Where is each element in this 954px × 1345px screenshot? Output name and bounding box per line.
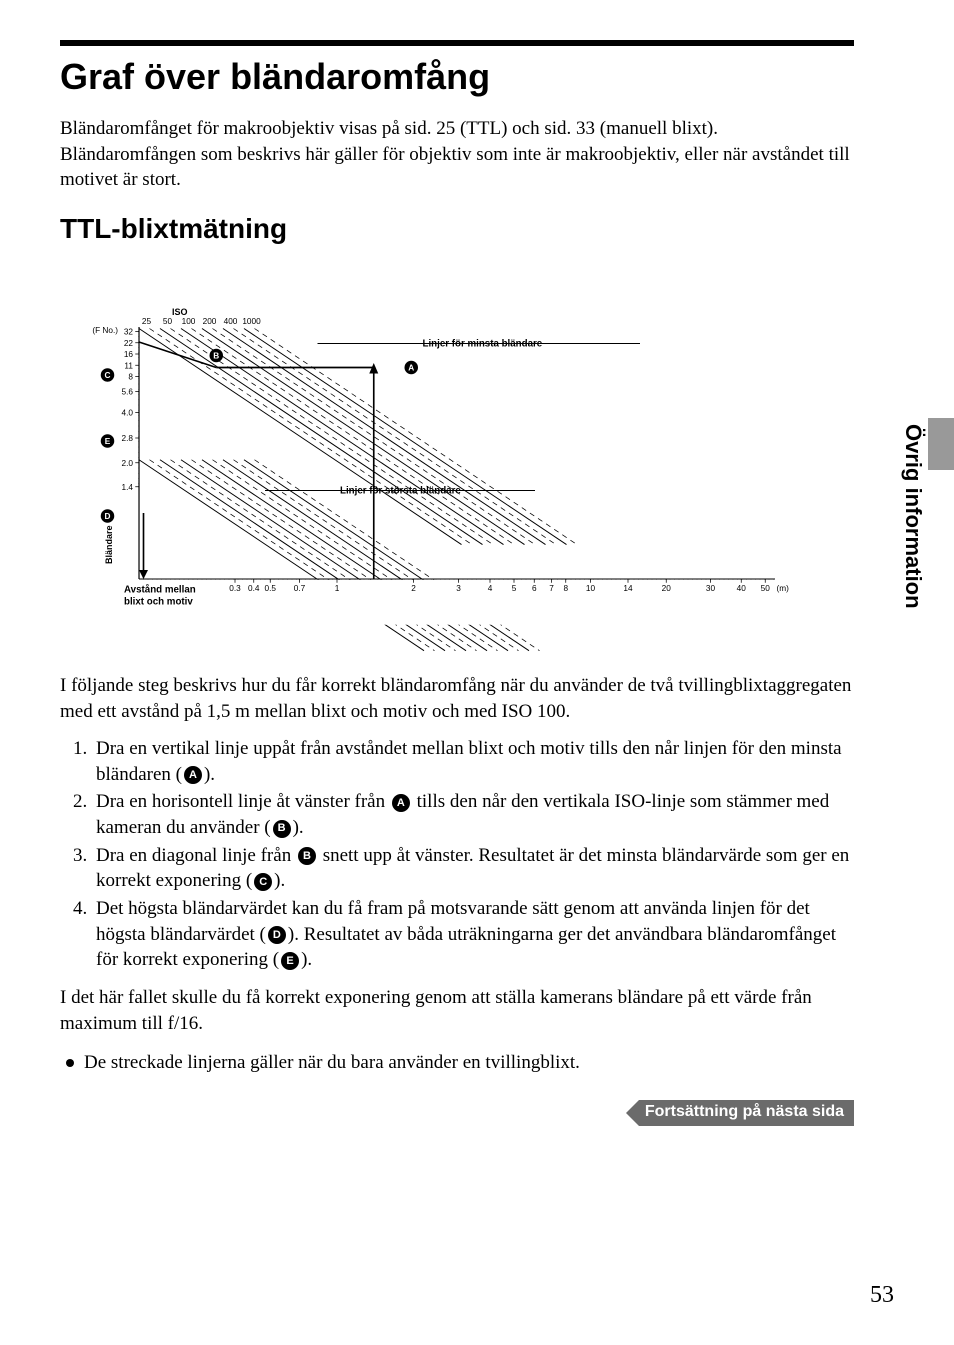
svg-text:22: 22 bbox=[124, 339, 134, 348]
svg-text:D: D bbox=[105, 512, 111, 521]
svg-text:ISO: ISO bbox=[172, 307, 188, 317]
svg-text:10: 10 bbox=[586, 584, 596, 593]
svg-text:1.4: 1.4 bbox=[122, 483, 134, 492]
svg-text:1: 1 bbox=[335, 584, 340, 593]
svg-text:(F No.): (F No.) bbox=[92, 326, 118, 335]
svg-text:4: 4 bbox=[488, 584, 493, 593]
svg-text:2.0: 2.0 bbox=[122, 459, 134, 468]
page-number: 53 bbox=[870, 1282, 894, 1309]
svg-text:7: 7 bbox=[549, 584, 554, 593]
svg-text:0.3: 0.3 bbox=[229, 584, 241, 593]
continuation-banner: Fortsättning på nästa sida bbox=[60, 1100, 854, 1126]
svg-text:25: 25 bbox=[142, 317, 152, 326]
intro-text: Bländaromfånget för makroobjektiv visas … bbox=[60, 116, 854, 193]
svg-text:blixt och motiv: blixt och motiv bbox=[124, 596, 193, 607]
svg-text:E: E bbox=[105, 437, 111, 446]
svg-text:4.0: 4.0 bbox=[122, 408, 134, 417]
svg-text:Avstånd mellan: Avstånd mellan bbox=[124, 584, 196, 595]
svg-text:3: 3 bbox=[456, 584, 461, 593]
svg-text:Linjer för minsta bländare: Linjer för minsta bländare bbox=[423, 338, 543, 349]
svg-text:(m): (m) bbox=[777, 584, 790, 593]
svg-text:14: 14 bbox=[623, 584, 633, 593]
svg-text:2.8: 2.8 bbox=[122, 434, 134, 443]
svg-text:30: 30 bbox=[706, 584, 716, 593]
svg-text:8: 8 bbox=[128, 372, 133, 381]
svg-text:400: 400 bbox=[224, 317, 238, 326]
callout-a-icon: A bbox=[392, 794, 410, 812]
aperture-chart: ISO25501002004001000(F No.)3222161185.64… bbox=[70, 249, 790, 669]
step-1: Dra en vertikal linje uppåt från avstånd… bbox=[92, 736, 854, 787]
svg-text:0.7: 0.7 bbox=[294, 584, 306, 593]
callout-e-icon: E bbox=[281, 952, 299, 970]
svg-text:A: A bbox=[408, 363, 414, 372]
chart-description: I följande steg beskrivs hur du får korr… bbox=[60, 673, 854, 724]
svg-text:Bländare: Bländare bbox=[104, 525, 114, 564]
svg-text:0.4: 0.4 bbox=[248, 584, 260, 593]
svg-text:B: B bbox=[213, 351, 219, 360]
svg-text:50: 50 bbox=[163, 317, 173, 326]
svg-text:C: C bbox=[105, 371, 111, 380]
page-title: Graf över bländaromfång bbox=[60, 56, 854, 98]
svg-text:20: 20 bbox=[662, 584, 672, 593]
svg-text:6: 6 bbox=[532, 584, 537, 593]
svg-text:8: 8 bbox=[563, 584, 568, 593]
step-2: Dra en horisontell linje åt vänster från… bbox=[92, 789, 854, 840]
step-4: Det högsta bländarvärdet kan du få fram … bbox=[92, 896, 854, 973]
step-3: Dra en diagonal linje från B snett upp å… bbox=[92, 843, 854, 894]
svg-text:5.6: 5.6 bbox=[122, 387, 134, 396]
svg-text:11: 11 bbox=[124, 361, 133, 370]
section-title: TTL-blixtmätning bbox=[60, 213, 854, 245]
callout-a-icon: A bbox=[184, 766, 202, 784]
svg-text:32: 32 bbox=[124, 327, 134, 336]
closing-text: I det här fallet skulle du få korrekt ex… bbox=[60, 985, 854, 1036]
svg-text:50: 50 bbox=[761, 584, 771, 593]
continuation-label: Fortsättning på nästa sida bbox=[639, 1100, 854, 1126]
svg-text:2: 2 bbox=[411, 584, 416, 593]
callout-b-icon: B bbox=[298, 847, 316, 865]
svg-text:1000: 1000 bbox=[242, 317, 261, 326]
svg-text:100: 100 bbox=[182, 317, 196, 326]
side-tab: Övrig information bbox=[898, 418, 954, 615]
svg-text:16: 16 bbox=[124, 350, 134, 359]
svg-text:40: 40 bbox=[737, 584, 747, 593]
svg-text:0.5: 0.5 bbox=[265, 584, 277, 593]
callout-c-icon: C bbox=[254, 873, 272, 891]
callout-b-icon: B bbox=[273, 820, 291, 838]
bullet-note: De streckade linjerna gäller när du bara… bbox=[60, 1050, 854, 1076]
svg-text:200: 200 bbox=[203, 317, 217, 326]
side-tab-marker bbox=[928, 418, 954, 470]
svg-text:Linjer för största bländare: Linjer för största bländare bbox=[340, 485, 461, 496]
triangle-icon bbox=[626, 1100, 639, 1126]
bullet-icon bbox=[66, 1059, 74, 1067]
top-rule bbox=[60, 40, 854, 46]
svg-text:5: 5 bbox=[512, 584, 517, 593]
side-tab-label: Övrig information bbox=[898, 418, 928, 615]
callout-d-icon: D bbox=[268, 926, 286, 944]
steps-list: Dra en vertikal linje uppåt från avstånd… bbox=[80, 736, 854, 973]
